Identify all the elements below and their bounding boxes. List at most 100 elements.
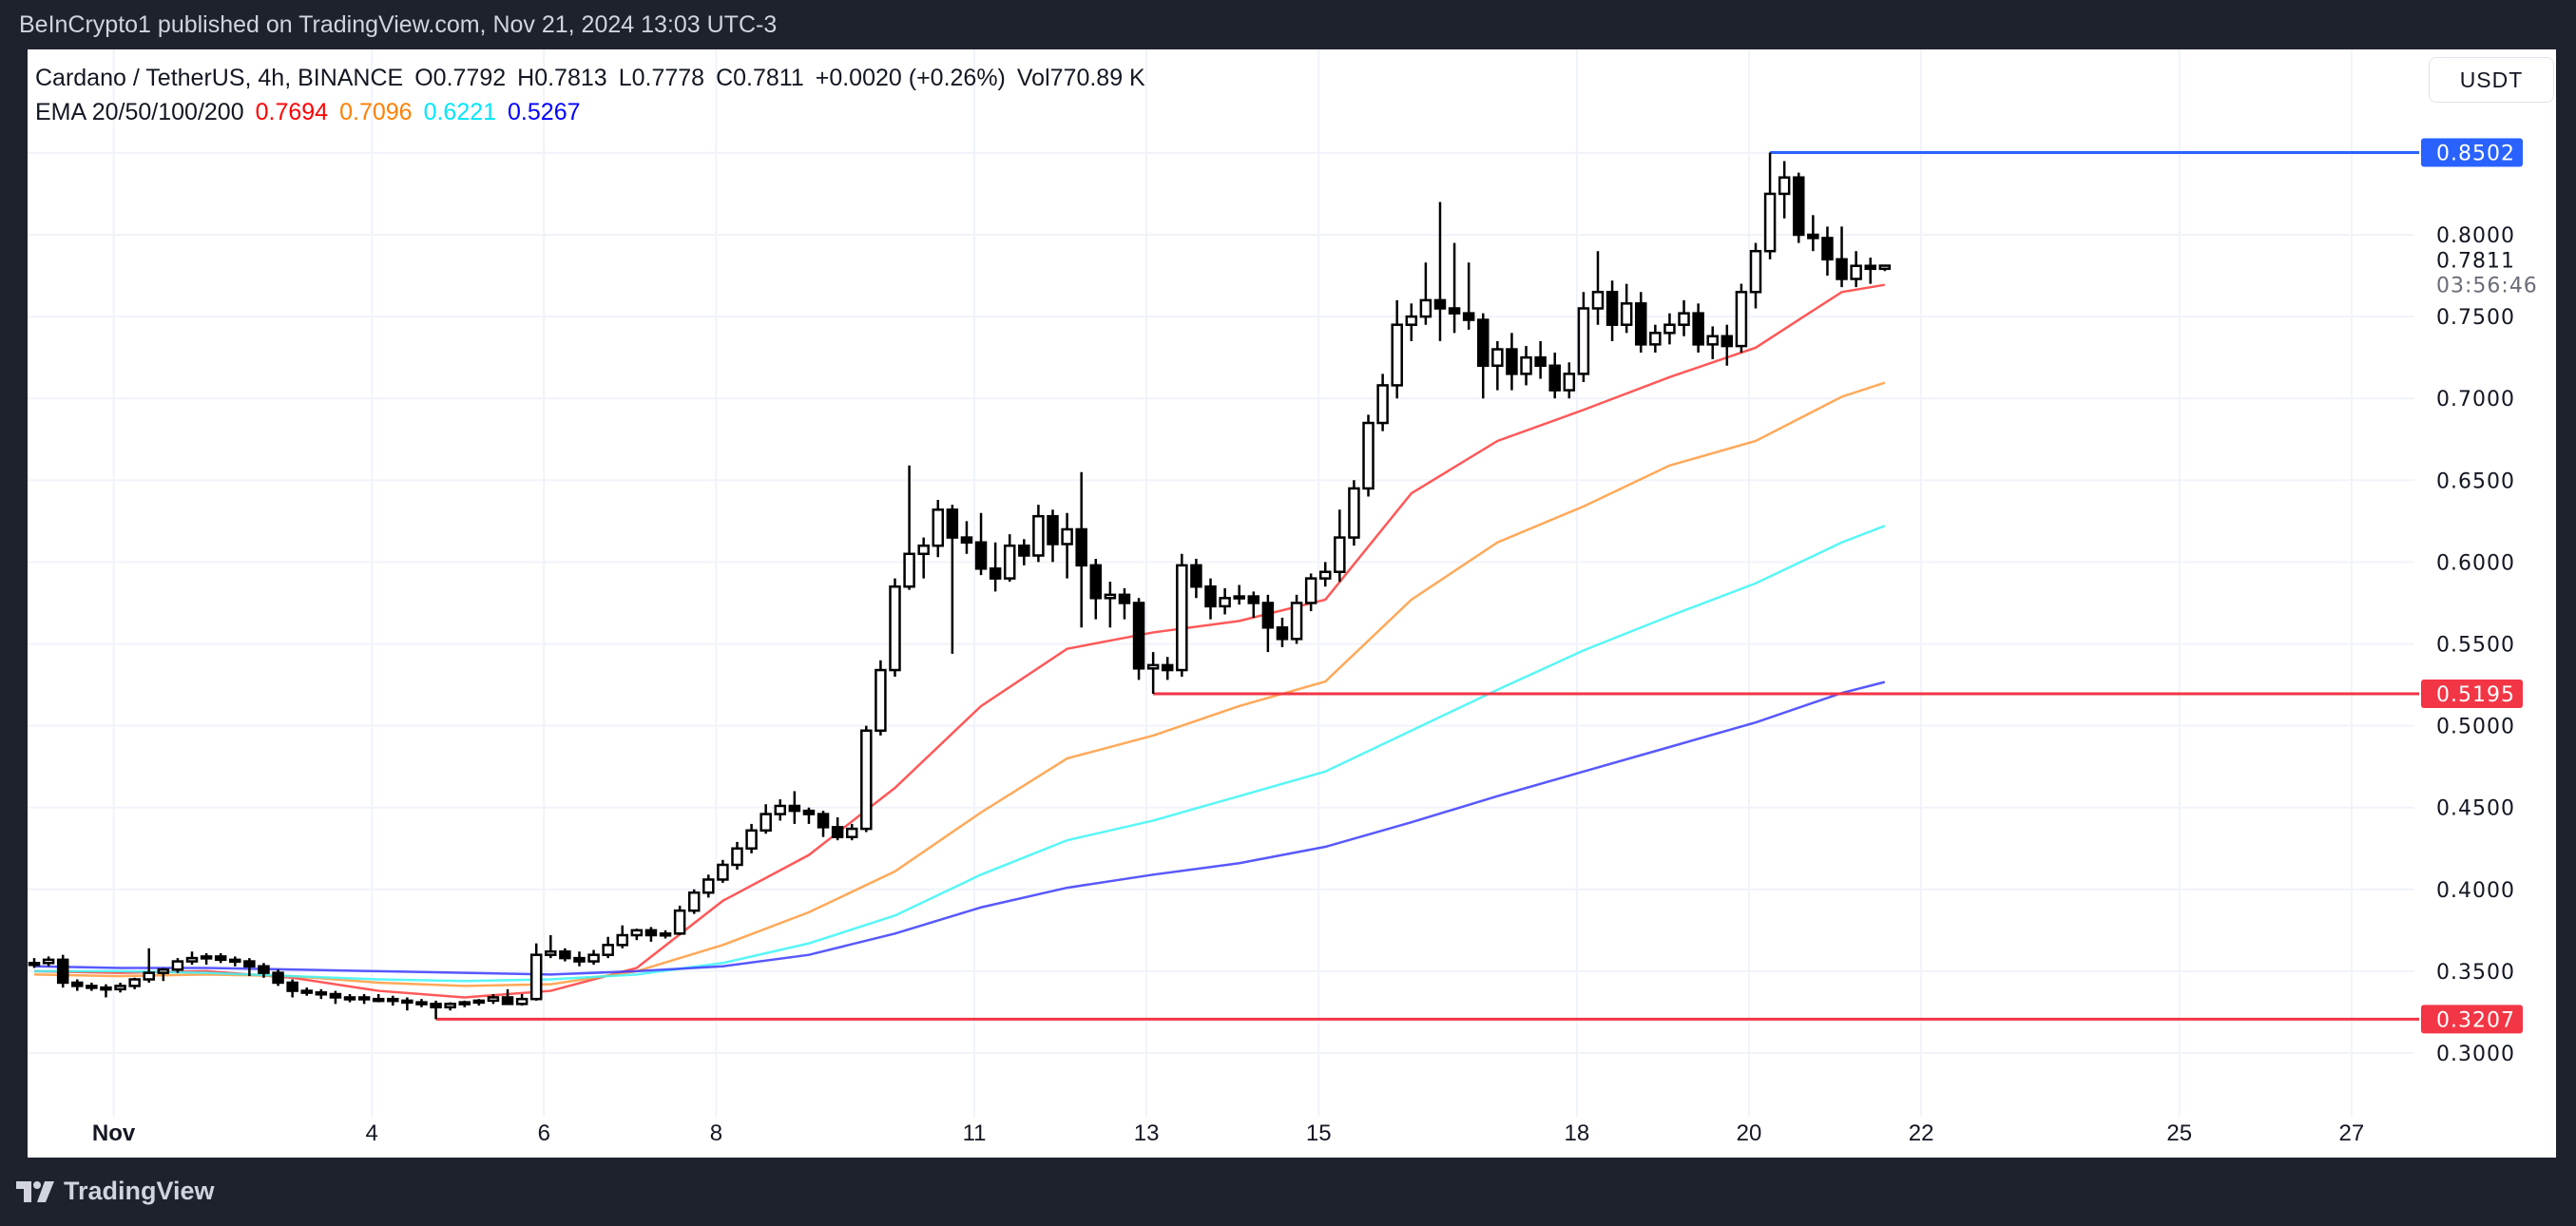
candle [1276,617,1289,647]
level-price-label: 0.5195 [2436,683,2515,707]
candle [1749,242,1762,309]
ema-line-ema50 [33,381,1886,987]
symbol-name[interactable]: Cardano / TetherUS, 4h, BINANCE [35,65,404,91]
candle-body [1089,564,1103,600]
candle [1247,591,1260,618]
ema-label[interactable]: EMA 20/50/100/200 [35,99,244,125]
candle [1433,201,1447,341]
candle [286,979,298,998]
candle [1032,505,1045,563]
candle-body [630,929,644,937]
candle-body [1204,584,1217,608]
candle [1520,346,1532,386]
candle [974,512,988,576]
candle-body [1433,298,1447,310]
price-tick-label: 0.8000 [2436,224,2515,248]
candle-body [1663,323,1676,335]
candle [745,823,758,853]
candle-body [272,971,284,985]
candle [717,859,729,883]
candle-body [1462,312,1475,321]
candle [315,988,328,1000]
candle [1793,172,1805,243]
candle [143,948,155,983]
candle [1850,251,1862,288]
candle-body [1003,544,1016,580]
candle-body [1749,249,1762,294]
candle-body [258,965,270,974]
candle-body [300,989,313,994]
time-tick-label: 8 [710,1121,722,1146]
candle [1735,283,1748,353]
candle-body [1836,258,1848,280]
candle-body [1678,312,1690,326]
ema-line-ema100 [34,525,1886,983]
candle-body [143,971,155,981]
candle [1491,340,1504,391]
candle [229,956,241,967]
currency-button[interactable]: USDT [2429,57,2554,103]
time-tick-label: 25 [2166,1121,2192,1146]
candle-body [56,958,69,985]
candle-body [1763,192,1777,253]
candle [1864,258,1876,284]
candle [42,956,55,967]
price-tick-label: 0.4500 [2436,797,2515,821]
candle-body [444,1003,456,1009]
candle-countdown-label: 03:56:46 [2436,275,2538,298]
candle-body [229,958,241,964]
candle-body [1821,237,1834,261]
candle [1678,299,1690,336]
candle-body [1793,176,1805,237]
candle [1047,509,1059,563]
candle [1132,598,1145,680]
candle-body [1132,602,1145,670]
time-tick-label: 15 [1306,1121,1332,1146]
candle-body [1376,384,1389,425]
candle-body [387,997,399,1003]
level-price-box [2421,1005,2523,1034]
candle [1061,512,1073,579]
candle [243,958,256,977]
candle-body [989,567,1002,580]
candle-body [1649,332,1662,346]
candle [272,969,284,987]
ema200-value: 0.5267 [508,99,581,125]
time-tick-label: 11 [963,1121,987,1146]
candle [1146,652,1160,695]
candle [759,804,772,834]
candle-body [1304,577,1317,604]
candle-body [946,508,959,539]
candle [875,660,887,736]
candle-body [1104,593,1117,600]
candle-body [71,981,84,987]
candle [1534,340,1547,379]
time-tick-label: 22 [1909,1121,1934,1146]
candle [1577,292,1590,382]
candle [1018,539,1030,565]
candle [128,977,141,989]
candle-body [1176,564,1188,672]
candle [731,841,743,871]
candle [1620,283,1633,334]
candle [1204,578,1217,620]
price-tick-label: 0.3500 [2436,961,2515,985]
candle-body [1118,593,1131,604]
candle-body [1419,298,1432,318]
candle-body [1161,663,1174,672]
candle [1763,152,1777,259]
candle [602,936,614,959]
candle-body [545,949,557,956]
candle-body [286,981,298,992]
candle-body [1721,335,1734,348]
candle-body [1692,312,1704,346]
candle-body [1520,355,1532,375]
candle [100,984,112,998]
candle-body [673,909,686,935]
published-caption: BeInCrypto1 published on TradingView.com… [19,11,778,38]
candle [673,906,686,936]
candle [903,465,915,590]
candle [616,925,629,948]
candle [1233,584,1245,605]
